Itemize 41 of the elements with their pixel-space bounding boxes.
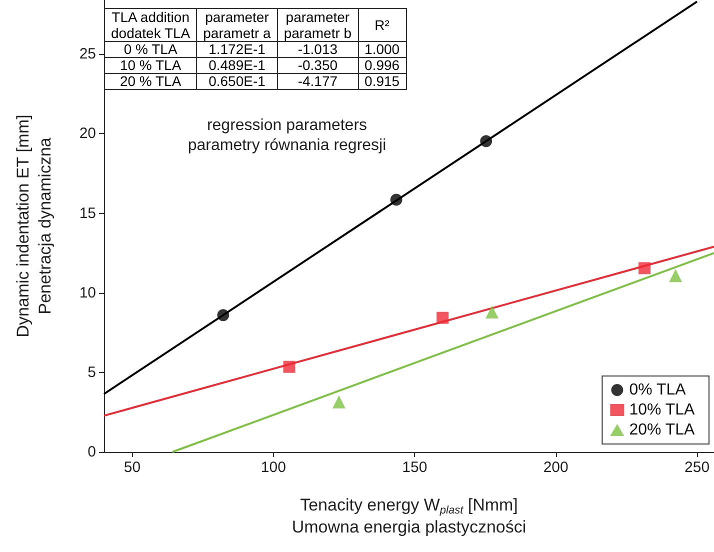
point — [217, 309, 230, 322]
annotation: -0.350 — [277, 57, 358, 74]
annotation: 1.172E-1 — [196, 41, 278, 58]
annotation: parameter parametr b — [277, 8, 358, 42]
annotation: 1.000 — [358, 41, 406, 58]
annotation: 0 % TLA — [104, 41, 197, 58]
point — [283, 360, 296, 373]
x-tick-label: 200 — [543, 459, 568, 476]
point — [486, 305, 499, 318]
y-tick-label: 15 — [79, 204, 96, 222]
annotation: 10 % TLA — [104, 57, 197, 74]
annotation: R² — [358, 8, 406, 42]
annotation: 20 % TLA — [104, 73, 197, 90]
x-tick-label: 50 — [124, 459, 141, 476]
legend-label: 0% TLA — [629, 382, 686, 398]
y-tick-label: 20 — [79, 125, 96, 142]
annotation: -4.177 — [277, 73, 358, 90]
x-tick-label: 250 — [684, 459, 710, 476]
annotation: 0.650E-1 — [196, 73, 278, 90]
point — [638, 262, 651, 274]
y-tick-label: 5 — [88, 364, 96, 381]
x-tick-label: 100 — [260, 459, 286, 476]
annotation: 0.489E-1 — [196, 57, 278, 74]
annotation: TLA addition dodatek TLA — [104, 8, 197, 42]
annotation: 0.996 — [358, 57, 406, 74]
legend-label: 20% TLA — [629, 422, 696, 438]
y-axis-title: Dynamic indentation ET [mm] Penetracja dynamiczna — [14, 114, 54, 338]
annotation: -1.013 — [277, 41, 358, 58]
point — [669, 269, 682, 282]
annotation: 0.915 — [358, 73, 406, 90]
y-tick-label: 0 — [88, 444, 96, 460]
y-tick-label: 25 — [79, 46, 96, 63]
point — [332, 395, 346, 408]
annotation: regression parameters parametry równania regresji — [186, 116, 388, 156]
point — [436, 312, 449, 324]
legend-label: 10% TLA — [629, 402, 696, 418]
annotation: parameter parametr a — [196, 8, 278, 42]
point — [480, 135, 492, 148]
y-tick-label: 10 — [79, 284, 96, 302]
x-tick-label: 150 — [402, 459, 428, 476]
point — [390, 194, 402, 206]
